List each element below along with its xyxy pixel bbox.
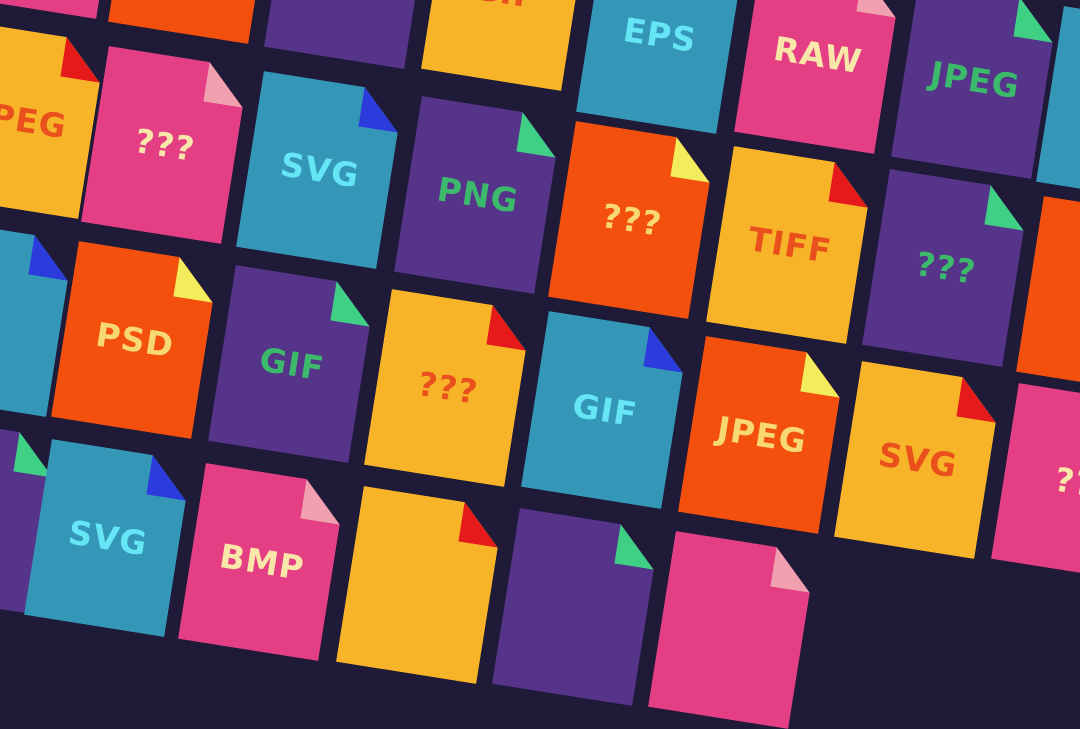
- page-fold-corner: [173, 257, 219, 303]
- file-icon-tile: BMP: [178, 463, 346, 661]
- page-fold-corner: [856, 0, 902, 18]
- file-icon-tile: PSD: [51, 241, 219, 439]
- page-fold-corner: [486, 305, 532, 351]
- file-type-label: BMP: [216, 536, 308, 588]
- file-type-label: ???: [599, 196, 665, 244]
- file-icon-tile: ??: [991, 383, 1080, 581]
- file-type-label: ???: [415, 364, 481, 412]
- file-type-label: EPS: [620, 9, 700, 61]
- file-icon-tile: SVG: [236, 71, 404, 269]
- page-fold-corner: [643, 327, 689, 373]
- page-fold-corner: [60, 37, 106, 83]
- file-type-label: JPEG: [714, 408, 810, 462]
- file-icon-tile: SVG: [24, 439, 192, 637]
- page-fold-corner: [458, 502, 504, 548]
- page-fold-corner: [800, 352, 846, 398]
- page-fold-corner: [203, 62, 249, 108]
- file-icon-tile: GIF: [521, 311, 689, 509]
- page-fold-corner: [300, 479, 346, 525]
- file-type-label: JPEG: [0, 93, 70, 147]
- file-type-label: JPEG: [927, 53, 1023, 107]
- file-icon-tile: ???: [862, 169, 1030, 367]
- file-type-label: [506, 596, 646, 618]
- file-icon-tile: ???: [364, 289, 532, 487]
- file-icon-tile: [648, 531, 816, 729]
- page-fold-corner: [330, 281, 376, 327]
- page-fold-corner: [28, 235, 74, 281]
- file-type-label: PSD: [93, 314, 177, 366]
- file-icon-tile: GIF: [208, 265, 376, 463]
- file-icon-tile: ???: [548, 121, 716, 319]
- file-icon-tile: [0, 0, 124, 19]
- file-icon-tile: [108, 0, 276, 44]
- file-type-label: [0, 504, 45, 526]
- page-fold-corner: [516, 112, 562, 158]
- file-icon-tile: [264, 0, 432, 69]
- file-type-label: GIF: [432, 0, 578, 22]
- file-type-label: GIF: [569, 385, 641, 435]
- file-icon-tile: GIF: [421, 0, 589, 91]
- file-type-label: [662, 619, 802, 641]
- file-icon-tile: ???: [81, 46, 249, 244]
- page-fold-corner: [828, 162, 874, 208]
- file-type-label: GIF: [256, 339, 328, 389]
- page-fold-corner: [956, 377, 1002, 423]
- file-type-label: [1050, 94, 1080, 116]
- file-type-label: ??: [1052, 459, 1080, 505]
- file-type-label: ???: [913, 244, 979, 292]
- file-icon-tile: SVG: [834, 361, 1002, 559]
- page-fold-corner: [1013, 0, 1059, 43]
- page-fold-corner: [984, 185, 1030, 231]
- file-icon-tile: EPS: [576, 0, 744, 134]
- file-type-label: TIFF: [745, 219, 835, 271]
- file-icon-tile: RAW: [734, 0, 902, 154]
- file-type-label: [350, 574, 490, 596]
- file-icon-tile: JPEG: [678, 336, 846, 534]
- file-type-label: PNG: [434, 169, 522, 221]
- file-icon-tile: B: [1016, 196, 1080, 394]
- page-fold-corner: [614, 524, 660, 570]
- file-icon-tile: [492, 508, 660, 706]
- file-type-label: S: [0, 296, 6, 340]
- file-icon-tile: TIFF: [706, 146, 874, 344]
- file-type-label: SVG: [65, 512, 151, 564]
- file-type-label: RAW: [771, 28, 865, 82]
- page-fold-corner: [770, 547, 816, 593]
- page-fold-corner: [358, 87, 404, 133]
- page-fold-corner: [670, 137, 716, 183]
- file-type-label: SVG: [277, 144, 363, 196]
- file-icon-tile: PNG: [394, 96, 562, 294]
- page-fold-corner: [146, 455, 192, 501]
- file-icon-tile: [336, 486, 504, 684]
- file-type-label: ???: [132, 121, 198, 169]
- file-type-label: B: [1027, 265, 1080, 326]
- file-type-label: SVG: [875, 434, 961, 486]
- file-icon-tile: JPEG: [891, 0, 1059, 179]
